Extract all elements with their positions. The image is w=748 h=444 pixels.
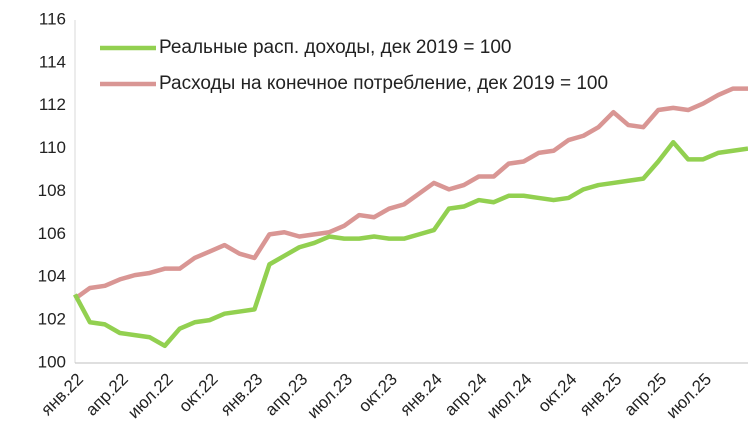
legend-label: Расходы на конечное потребление, дек 201… [159, 73, 608, 94]
y-tick-label: 110 [39, 138, 66, 157]
series-line [73, 139, 748, 349]
x-tick-label: апр.24 [441, 370, 491, 420]
x-tick-label: апр.25 [620, 370, 670, 420]
y-tick-label: 102 [38, 310, 66, 329]
x-tick-label: июл.22 [124, 370, 177, 423]
x-tick-label: апр.23 [261, 370, 311, 420]
x-tick-label: окт.24 [534, 370, 580, 416]
y-tick-label: 104 [38, 267, 66, 286]
series-line [73, 86, 748, 301]
x-tick-label: янв.23 [217, 370, 267, 420]
x-tick-label: окт.22 [175, 370, 221, 416]
y-tick-label: 112 [39, 95, 66, 114]
x-tick-label: янв.25 [576, 370, 626, 420]
y-tick-label: 114 [39, 52, 66, 71]
x-tick-label: апр.22 [82, 370, 132, 420]
legend-label: Реальные расп. доходы, дек 2019 = 100 [159, 37, 511, 58]
y-tick-label: 106 [38, 224, 66, 243]
y-tick-label: 108 [38, 181, 66, 200]
x-tick-label: окт.23 [355, 370, 401, 416]
x-tick-label: янв.24 [396, 370, 446, 420]
x-tick-label: янв.22 [37, 370, 87, 420]
y-tick-label: 100 [38, 352, 66, 371]
x-tick-label: июл.24 [483, 370, 536, 423]
x-tick-label: июл.23 [304, 370, 357, 423]
x-tick-label: июл.25 [662, 370, 715, 423]
y-tick-label: 116 [39, 9, 66, 28]
